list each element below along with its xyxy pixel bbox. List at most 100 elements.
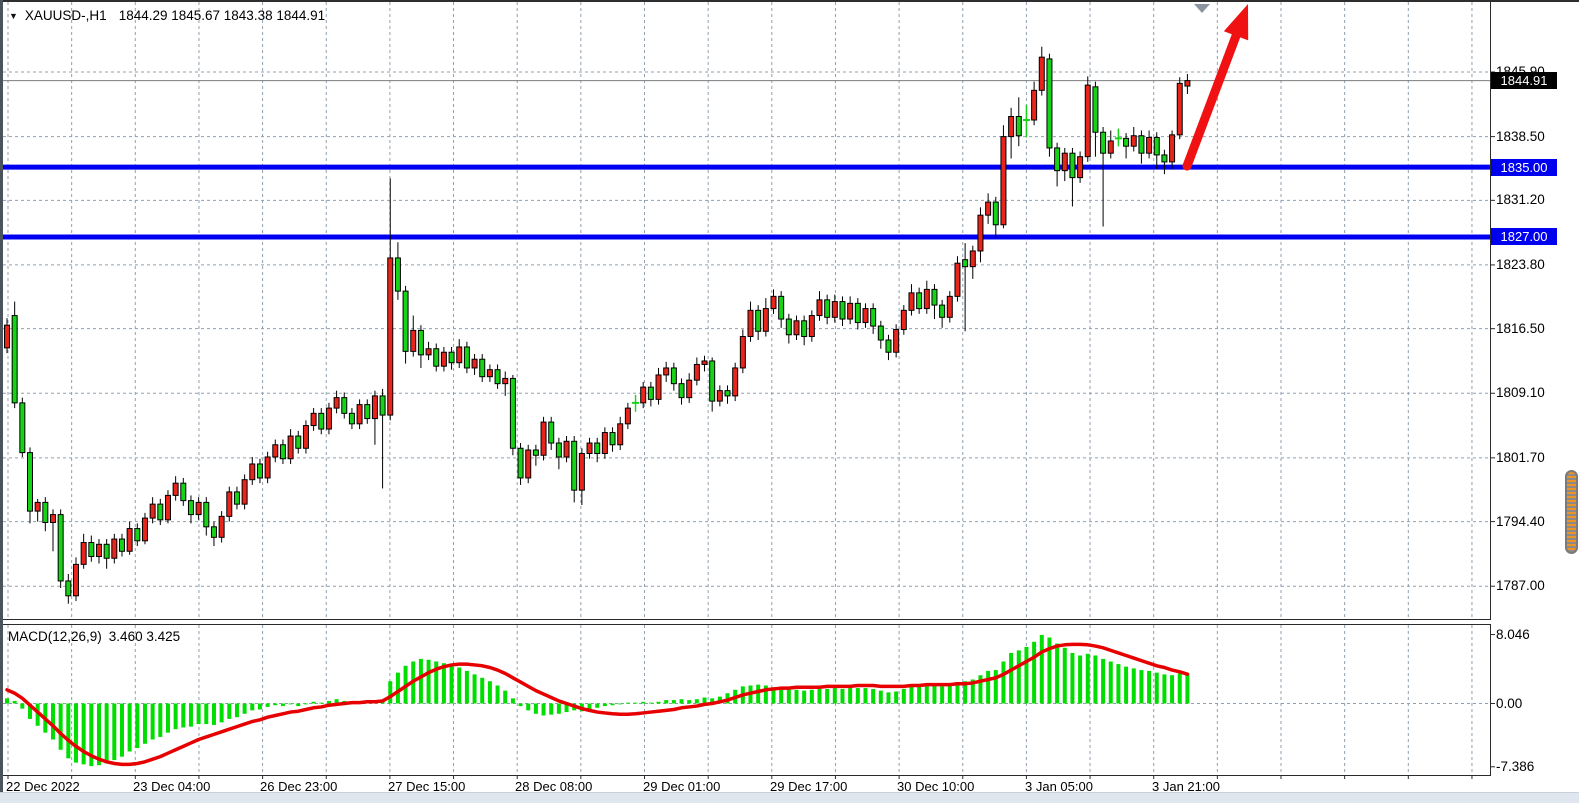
bear-candle	[709, 360, 716, 402]
bull-candle	[49, 514, 56, 523]
bull-candle	[693, 363, 700, 381]
bear-candle	[678, 383, 685, 399]
price-axis-label: 1823.80	[1496, 256, 1545, 272]
bull-candle	[831, 301, 838, 318]
bull-candle	[195, 501, 202, 516]
bull-candle	[1061, 152, 1068, 172]
bear-candle	[103, 543, 110, 559]
bear-candle	[1161, 154, 1168, 163]
bear-candle	[785, 318, 792, 336]
bear-candle	[26, 452, 33, 512]
level-price-tag-1835[interactable]: 1835.00	[1491, 158, 1557, 176]
time-axis-label: 29 Dec 17:00	[770, 779, 848, 794]
bear-candle	[870, 308, 877, 327]
price-axis-label: 1838.50	[1496, 128, 1545, 144]
bear-candle	[839, 301, 846, 320]
bear-candle	[1092, 86, 1099, 133]
macd-axis-label: 0.00	[1496, 695, 1523, 711]
bull-candle	[770, 295, 777, 310]
symbol-timeframe-label: XAUUSD-,H1	[24, 8, 107, 23]
time-axis-label: 3 Jan 05:00	[1025, 779, 1093, 794]
bull-candle	[617, 423, 624, 446]
price-axis-label: 1801.70	[1496, 449, 1545, 465]
bear-candle	[157, 503, 164, 521]
price-axis-label: 1831.20	[1496, 192, 1545, 208]
bear-candle	[1054, 147, 1061, 172]
bear-candle	[295, 435, 302, 449]
bull-candle	[72, 563, 79, 597]
scrollbar-thumb[interactable]	[1565, 470, 1578, 554]
bull-candle	[900, 309, 907, 331]
bull-candle	[525, 449, 532, 479]
annotations[interactable]	[1182, 4, 1249, 171]
bull-candle	[80, 542, 87, 565]
axis-ticks	[7, 71, 1495, 779]
macd-label: MACD(12,26,9) 3.460 3.425	[8, 629, 180, 644]
bull-candle	[4, 324, 10, 349]
bear-candle	[724, 390, 731, 397]
bear-candle	[992, 201, 999, 226]
bull-candle	[410, 329, 417, 352]
bull-candle	[655, 374, 662, 400]
bull-candle	[302, 425, 309, 449]
bull-candle	[816, 299, 823, 317]
bull-candle	[977, 214, 984, 252]
bear-candle	[548, 421, 555, 444]
bull-candle	[172, 482, 179, 496]
time-axis-label: 28 Dec 08:00	[515, 779, 593, 794]
price-axis-label: 1794.40	[1496, 513, 1545, 529]
bull-candle	[126, 528, 133, 552]
bull-candle	[1038, 56, 1045, 91]
bear-candle	[939, 304, 946, 318]
bear-candle	[1046, 58, 1053, 149]
bull-candle	[425, 348, 432, 356]
time-axis-label: 23 Dec 04:00	[133, 779, 211, 794]
bear-candle	[402, 290, 409, 352]
bear-candle	[180, 482, 187, 502]
bear-candle	[801, 320, 808, 338]
bull-candle	[1130, 135, 1137, 147]
bull-candle	[969, 250, 976, 268]
bear-candle	[962, 259, 969, 268]
bull-candle	[563, 440, 570, 458]
bull-candle	[333, 397, 340, 409]
bull-candle	[663, 367, 670, 376]
chevron-down-icon[interactable]: ▼	[9, 10, 18, 21]
bull-candle	[264, 456, 271, 479]
bull-candle	[287, 435, 294, 460]
bear-candle	[203, 501, 210, 528]
level-price-tag-1827[interactable]: 1827.00	[1491, 228, 1557, 246]
bear-candle	[609, 432, 616, 446]
bull-candle	[624, 407, 631, 425]
bull-candle	[471, 358, 478, 369]
bull-candle	[1008, 116, 1015, 138]
bull-candle	[502, 377, 509, 385]
bear-candle	[1100, 131, 1107, 154]
time-axis-label: 22 Dec 2022	[6, 779, 80, 794]
bear-candle	[931, 288, 938, 306]
bull-candle	[701, 360, 708, 365]
bear-candle	[647, 386, 654, 400]
bear-candle	[134, 528, 141, 542]
candles	[4, 46, 1191, 604]
bear-candle	[1123, 137, 1130, 147]
bull-candle	[111, 538, 118, 559]
bull-candle	[601, 432, 608, 455]
gridlines	[3, 2, 1490, 775]
support-resistance-lines[interactable]	[3, 164, 1490, 240]
chart-shift-marker-icon	[1194, 4, 1210, 13]
bear-candle	[19, 402, 26, 454]
macd-name-label: MACD(12,26,9)	[8, 629, 102, 644]
bull-candle	[747, 309, 754, 338]
time-axis-label: 27 Dec 15:00	[388, 779, 466, 794]
bull-candle	[640, 386, 647, 404]
bear-candle	[187, 500, 194, 516]
price-axis-label: 1816.50	[1496, 320, 1545, 336]
bull-candle	[716, 390, 723, 402]
window-border-left	[0, 0, 3, 792]
bull-candle	[862, 308, 869, 324]
bull-candle	[1146, 136, 1153, 154]
bull-candle	[387, 257, 394, 416]
